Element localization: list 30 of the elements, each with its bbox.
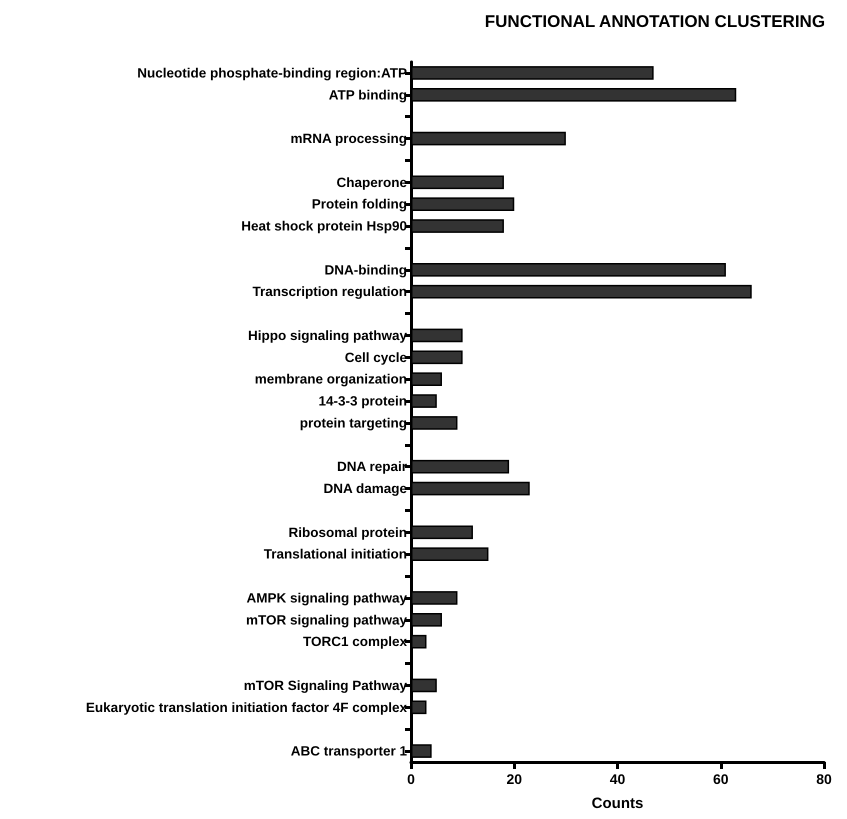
x-tick-label: 80 [816,771,832,787]
y-tick-label: Heat shock protein Hsp90 [241,218,407,234]
y-tick-label: mTOR Signaling Pathway [244,678,408,693]
y-tick-label: DNA damage [323,481,408,496]
y-tick-label: Protein folding [312,196,407,212]
y-tick-label: ATP binding [328,87,407,102]
y-tick-label: mTOR signaling pathway [246,612,408,628]
y-tick-label: Chaperone [336,174,408,190]
y-tick-label: Eukaryotic translation initiation factor 4F complex [86,700,408,715]
y-tick-label: Hippo signaling pathway [248,328,408,343]
y-tick-label: AMPK signaling pathway [246,590,408,606]
y-tick-label: ABC transporter 1 [290,744,408,759]
x-tick-label: 0 [407,771,416,787]
chart-title: FUNCTIONAL ANNOTATION CLUSTERING [484,12,826,31]
y-tick-label: DNA-binding [324,262,407,278]
y-tick-label: Ribosomal protein [288,524,407,540]
y-tick-label: mRNA processing [290,131,407,146]
y-tick-label: Translational initiation [264,546,407,562]
y-tick-label: 14-3-3 protein [318,394,407,409]
x-tick-label: 60 [712,771,729,787]
y-tick-label: Transcription regulation [252,284,407,300]
y-tick-label: Cell cycle [344,350,408,365]
y-tick-label: membrane organization [254,372,407,387]
x-axis-title: Counts [592,795,644,812]
y-tick-label: DNA repair [336,459,408,474]
x-tick-label: 20 [506,771,522,787]
y-tick-label: Nucleotide phosphate-binding region:ATP [137,65,407,80]
x-tick-label: 40 [610,771,626,787]
y-tick-label: TORC1 complex [302,634,408,650]
y-tick-label: protein targeting [300,415,407,430]
